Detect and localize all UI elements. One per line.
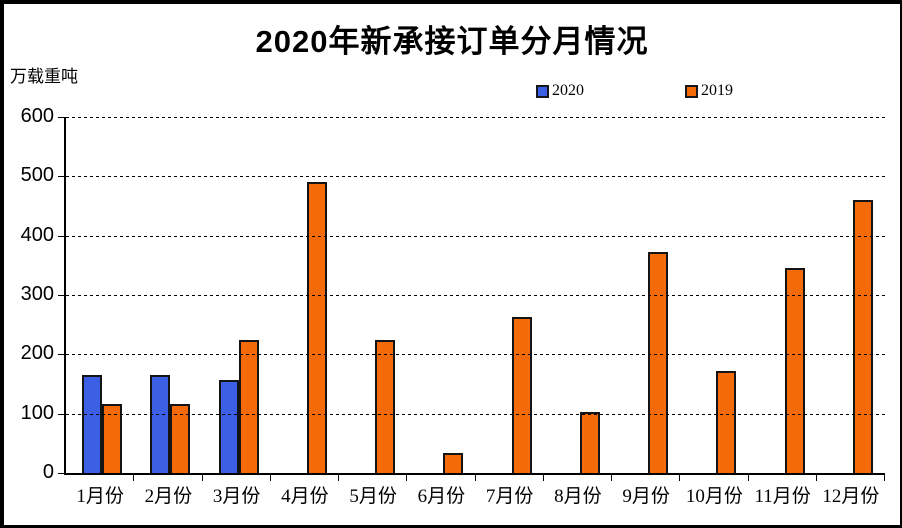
x-axis-label-8月份: 8月份 [554,486,602,507]
legend-item-2020: 2020 [536,83,584,99]
gridline-600 [66,117,885,118]
x-axis-tick-2 [201,475,203,481]
category-group-12月份: 12月份 [817,117,885,507]
x-axis-tick-12 [884,475,885,481]
x-axis-tick-7 [542,475,544,481]
category-group-7月份: 7月份 [476,117,544,507]
legend-swatch-2019-icon [685,84,698,98]
gridline-100 [66,413,885,415]
bar-2019-2月份 [170,403,191,473]
bar-2019-7月份 [511,316,532,473]
x-axis-label-9月份: 9月份 [622,486,670,507]
y-tick-label-400: 400 [20,223,54,246]
x-axis-tick-4 [338,475,339,481]
gridline-200 [66,354,885,356]
x-axis-label-11月份: 11月份 [754,486,811,507]
y-tick-label-500: 500 [20,164,54,187]
bar-2020-3月份 [218,380,239,473]
y-axis-tick-300 [58,295,64,296]
bar-2019-9月份 [648,251,668,473]
legend-item-2019: 2019 [685,83,733,99]
category-group-6月份: 6月份 [407,117,476,507]
y-axis-tick-500 [58,176,64,178]
y-tick-label-300: 300 [20,283,54,305]
x-axis-tick-5 [406,475,408,481]
x-axis-label-3月份: 3月份 [212,486,261,507]
y-axis-tick-100 [58,413,64,415]
category-group-4月份: 4月份 [271,117,339,507]
x-axis-tick-3 [269,475,271,481]
bar-2019-3月份 [238,340,259,473]
bar-2019-10月份 [716,370,737,473]
x-axis-label-7月份: 7月份 [485,486,534,507]
x-axis-label-12月份: 12月份 [822,486,880,507]
bar-2019-12月份 [852,200,873,473]
bar-2019-1月份 [102,403,122,473]
gridline-500 [66,176,885,178]
category-group-3月份: 3月份 [203,117,271,507]
x-axis-tick-1 [133,475,135,481]
chart-title: 2020年新承接订单分月情况 [255,24,649,59]
x-axis-tick-6 [474,475,476,481]
bar-2019-11月份 [784,268,805,473]
x-axis-tick-8 [611,475,612,481]
y-tick-label-0: 0 [42,461,54,483]
bar-2020-2月份 [150,375,171,473]
legend: 2020 2019 [4,83,900,101]
category-group-1月份: 1月份 [66,117,135,507]
x-axis-tick-9 [679,475,681,481]
plot-area: 1月份 2月份 3月份 4月份 5月份 6月份 7月份 8月份 9月份 10月份 11月份 12月份 … [21,106,885,507]
y-axis-tick-0 [58,473,64,474]
bar-2019-5月份 [375,340,395,473]
y-axis-tick-400 [58,235,64,237]
y-axis-tick-200 [58,354,64,356]
x-axis-tick-10 [747,475,749,481]
x-axis-label-1月份: 1月份 [76,486,124,507]
x-axis-label-6月份: 6月份 [417,486,466,507]
category-group-8月份: 8月份 [544,117,612,507]
legend-swatch-2020-icon [536,84,549,98]
y-axis-unit-label: 万载重吨 [10,67,78,86]
gridline-400 [66,235,885,237]
legend-label-2020: 2020 [552,82,584,99]
gridline-300 [66,295,885,296]
y-tick-label-100: 100 [20,401,54,424]
bar-2019-4月份 [306,182,327,473]
x-axis-label-2月份: 2月份 [144,486,193,507]
category-group-10月份: 10月份 [680,117,749,507]
legend-label-2019: 2019 [701,82,733,99]
category-group-9月份: 9月份 [612,117,681,507]
category-group-2月份: 2月份 [134,117,203,507]
x-axis-label-5月份: 5月份 [349,486,397,507]
y-tick-label-600: 600 [20,105,54,127]
bar-2019-8月份 [579,411,600,473]
category-group-5月份: 5月份 [339,117,408,507]
x-axis-label-4月份: 4月份 [281,486,329,507]
x-axis-label-10月份: 10月份 [685,486,743,507]
bar-2020-1月份 [82,375,102,473]
x-axis-tick-11 [815,475,817,481]
bar-groups: 1月份 2月份 3月份 4月份 5月份 6月份 7月份 8月份 9月份 10月份 11月份 12月份 [66,117,885,507]
bar-2019-6月份 [443,453,464,473]
y-axis-tick-600 [58,117,64,118]
y-tick-label-200: 200 [20,342,54,365]
category-group-11月份: 11月份 [749,117,817,507]
